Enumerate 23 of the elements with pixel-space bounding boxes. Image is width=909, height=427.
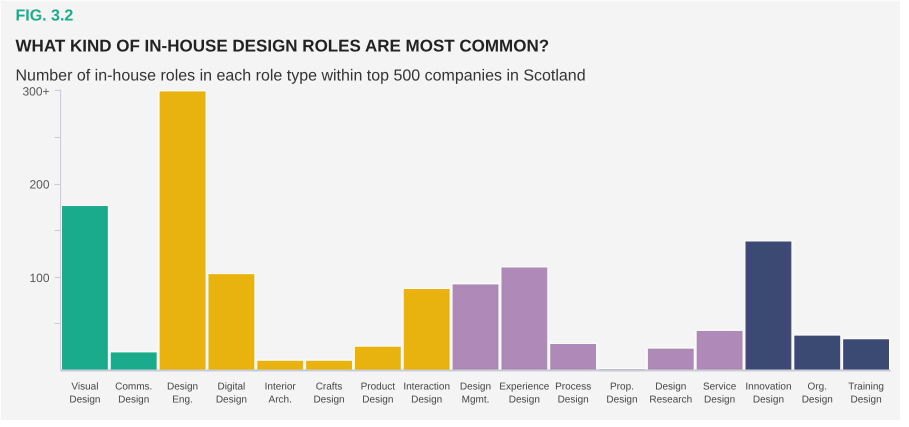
x-tick-label: Visual Design [69, 382, 100, 406]
x-tick-label: Training Design [848, 382, 884, 406]
x-tick-label: Interior Arch. [264, 382, 296, 406]
x-tick-label: Digital Design [216, 382, 247, 406]
x-tick-label: Process Design [555, 382, 592, 406]
chart-title: WHAT KIND OF IN-HOUSE DESIGN ROLES ARE MOST COMMON? [16, 36, 550, 56]
y-tick-label: 200 [29, 178, 50, 192]
x-tick-label: Design Mgmt. [460, 382, 492, 406]
x-tick-label: Interaction Design [403, 382, 450, 406]
x-tick-label: Product Design [360, 382, 396, 406]
x-tick-label: Prop. Design [606, 382, 638, 406]
x-tick-label: Experience Design [499, 382, 550, 406]
x-tick-label: Crafts Design [313, 382, 345, 406]
x-tick-label: Innovation Design [745, 382, 792, 406]
x-tick-label: Comms. Design [115, 382, 152, 406]
x-tick-label: Service Design [702, 382, 737, 406]
caption: FIG. 3.2 [16, 8, 74, 24]
x-tick-label: Design Eng. [166, 382, 198, 406]
x-tick-label: Org. Design [802, 382, 833, 406]
y-tick-label: 300+ [22, 84, 50, 98]
x-tick-label: Design Research [649, 382, 692, 406]
chart-subtitle: Number of in-house roles in each role type within top 500 companies in Scotland [16, 68, 586, 84]
y-tick-label: 100 [29, 270, 50, 285]
